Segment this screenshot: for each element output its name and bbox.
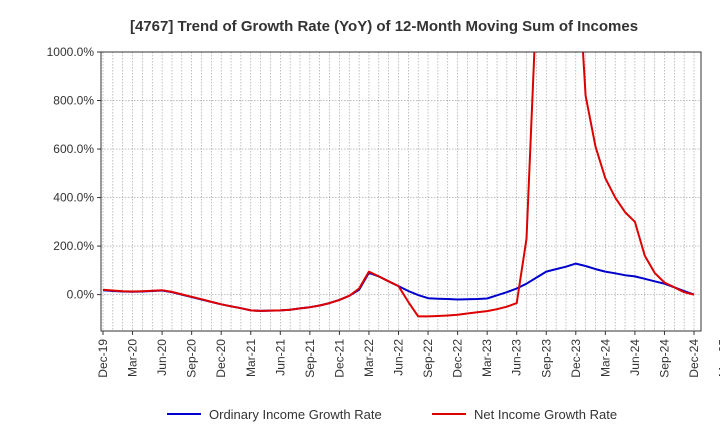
y-tick-label: 200.0% xyxy=(53,239,94,253)
y-tick-label: 1000.0% xyxy=(47,45,95,59)
x-tick-label: Dec-22 xyxy=(451,339,465,378)
x-tick-label: Sep-21 xyxy=(303,339,317,378)
x-tick-label: Jun-20 xyxy=(155,339,169,376)
x-tick-label: Dec-20 xyxy=(214,339,228,378)
series-lines xyxy=(102,52,695,318)
x-tick-label: Dec-23 xyxy=(569,339,583,378)
x-tick-label: Jun-22 xyxy=(392,339,406,376)
x-tick-label: Dec-21 xyxy=(332,339,346,378)
x-tick-label: Dec-24 xyxy=(687,339,701,378)
y-tick-label: 600.0% xyxy=(53,142,94,156)
y-axis-ticks: 0.0% 200.0% 400.0% 600.0% 800.0% 1000.0% xyxy=(47,45,101,302)
y-tick-label: 400.0% xyxy=(53,191,94,205)
x-tick-label: Jun-24 xyxy=(628,339,642,376)
x-tick-label: Jun-21 xyxy=(273,339,287,376)
x-tick-label: Jun-23 xyxy=(510,339,524,376)
grid xyxy=(101,51,701,331)
y-tick-label: 0.0% xyxy=(67,288,95,302)
y-tick-label: 800.0% xyxy=(53,94,94,108)
x-tick-label: Mar-20 xyxy=(126,339,140,377)
legend: Ordinary Income Growth Rate Net Income Gr… xyxy=(167,407,617,422)
x-tick-label: Sep-20 xyxy=(185,339,199,378)
x-tick-label: Dec-19 xyxy=(96,339,110,378)
x-tick-label: Sep-24 xyxy=(657,339,671,378)
legend-label-2: Net Income Growth Rate xyxy=(474,407,617,422)
x-tick-label: Mar-24 xyxy=(598,339,612,377)
x-tick-label: Mar-23 xyxy=(480,339,494,377)
legend-label-1: Ordinary Income Growth Rate xyxy=(209,407,382,422)
x-tick-label: Mar-25 xyxy=(717,339,720,377)
x-tick-label: Mar-21 xyxy=(244,339,258,377)
x-tick-label: Mar-22 xyxy=(362,339,376,377)
x-axis-ticks: Dec-19 Mar-20 Jun-20 Sep-20 Dec-20 Mar-21 Jun-… xyxy=(96,331,720,378)
plot-frame xyxy=(100,51,702,332)
x-tick-label: Sep-23 xyxy=(539,339,553,378)
x-tick-label: Sep-22 xyxy=(421,339,435,378)
chart-title: [4767] Trend of Growth Rate (YoY) of 12-… xyxy=(130,18,638,35)
series-line-2 xyxy=(102,52,695,318)
